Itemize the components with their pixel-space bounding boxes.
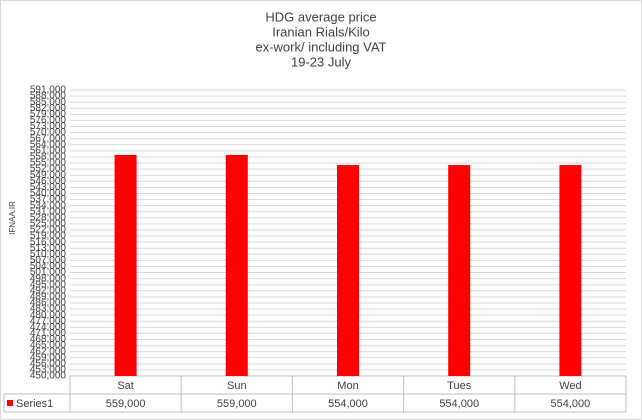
y-tick-label: 501,000 (30, 267, 67, 278)
x-tick-label: Mon (337, 380, 358, 392)
y-tick-label: 513,000 (30, 243, 67, 254)
y-tick-label: 534,000 (30, 200, 67, 211)
y-tick-label: 561,000 (30, 145, 67, 156)
y-tick-label: 477,000 (30, 316, 67, 327)
bar (337, 165, 359, 376)
y-tick-label: 591,000 (30, 85, 67, 96)
y-tick-label: 525,000 (30, 219, 67, 230)
y-tick-label: 549,000 (30, 170, 67, 181)
y-tick-label: 450,000 (30, 371, 67, 382)
y-tick-label: 453,000 (30, 365, 67, 376)
y-tick-label: 486,000 (30, 298, 67, 309)
y-tick-label: 519,000 (30, 231, 67, 242)
chart-title: 19-23 July (291, 54, 351, 69)
y-tick-label: 540,000 (30, 188, 67, 199)
y-tick-label: 504,000 (30, 261, 67, 272)
y-tick-label: 585,000 (30, 97, 67, 108)
legend-key (7, 400, 13, 406)
y-tick-label: 468,000 (30, 334, 67, 345)
x-tick-label: Sat (117, 380, 134, 392)
watermark: IFNAA.IR (8, 201, 17, 235)
y-tick-label: 570,000 (30, 127, 67, 138)
y-tick-label: 564,000 (30, 139, 67, 150)
y-tick-label: 459,000 (30, 352, 67, 363)
y-tick-label: 495,000 (30, 279, 67, 290)
y-tick-label: 456,000 (30, 358, 67, 369)
y-tick-label: 462,000 (30, 346, 67, 357)
y-tick-label: 537,000 (30, 194, 67, 205)
y-tick-label: 558,000 (30, 152, 67, 163)
data-label: 554,000 (439, 398, 479, 410)
x-tick-label: Wed (559, 380, 581, 392)
y-tick-label: 483,000 (30, 304, 67, 315)
bar (225, 154, 248, 376)
y-tick-label: 465,000 (30, 340, 67, 351)
y-tick-label: 516,000 (30, 237, 67, 248)
data-label: 554,000 (328, 398, 368, 410)
bar (559, 165, 582, 376)
y-tick-label: 522,000 (30, 225, 67, 236)
y-tick-label: 588,000 (30, 91, 67, 102)
y-tick-label: 546,000 (30, 176, 67, 187)
y-tick-label: 471,000 (30, 328, 67, 339)
y-tick-label: 531,000 (30, 206, 67, 217)
y-tick-label: 492,000 (30, 285, 67, 296)
y-tick-label: 528,000 (30, 212, 67, 223)
x-tick-label: Tues (447, 380, 472, 392)
bar (448, 165, 471, 376)
y-tick-label: 543,000 (30, 182, 67, 193)
data-label: 554,000 (551, 398, 591, 410)
data-label: 559,000 (217, 398, 257, 410)
y-tick-label: 474,000 (30, 322, 67, 333)
chart-title: Iranian Rials/Kilo (272, 24, 370, 39)
y-tick-label: 489,000 (30, 292, 67, 303)
y-tick-label: 576,000 (30, 115, 67, 126)
y-tick-label: 480,000 (30, 310, 67, 321)
chart-title: HDG average price (265, 9, 376, 24)
y-tick-label: 552,000 (30, 164, 67, 175)
y-tick-label: 507,000 (30, 255, 67, 266)
y-tick-label: 555,000 (30, 158, 67, 169)
x-tick-label: Sun (227, 380, 247, 392)
y-tick-label: 567,000 (30, 133, 67, 144)
bar (114, 154, 137, 376)
y-tick-label: 579,000 (30, 109, 67, 120)
chart-title: ex-work/ including VAT (255, 39, 386, 54)
data-label: 559,000 (106, 398, 146, 410)
y-tick-label: 498,000 (30, 273, 67, 284)
y-tick-label: 510,000 (30, 249, 67, 260)
y-tick-label: 573,000 (30, 121, 67, 132)
legend-label: Series1 (16, 398, 53, 410)
y-tick-label: 582,000 (30, 103, 67, 114)
